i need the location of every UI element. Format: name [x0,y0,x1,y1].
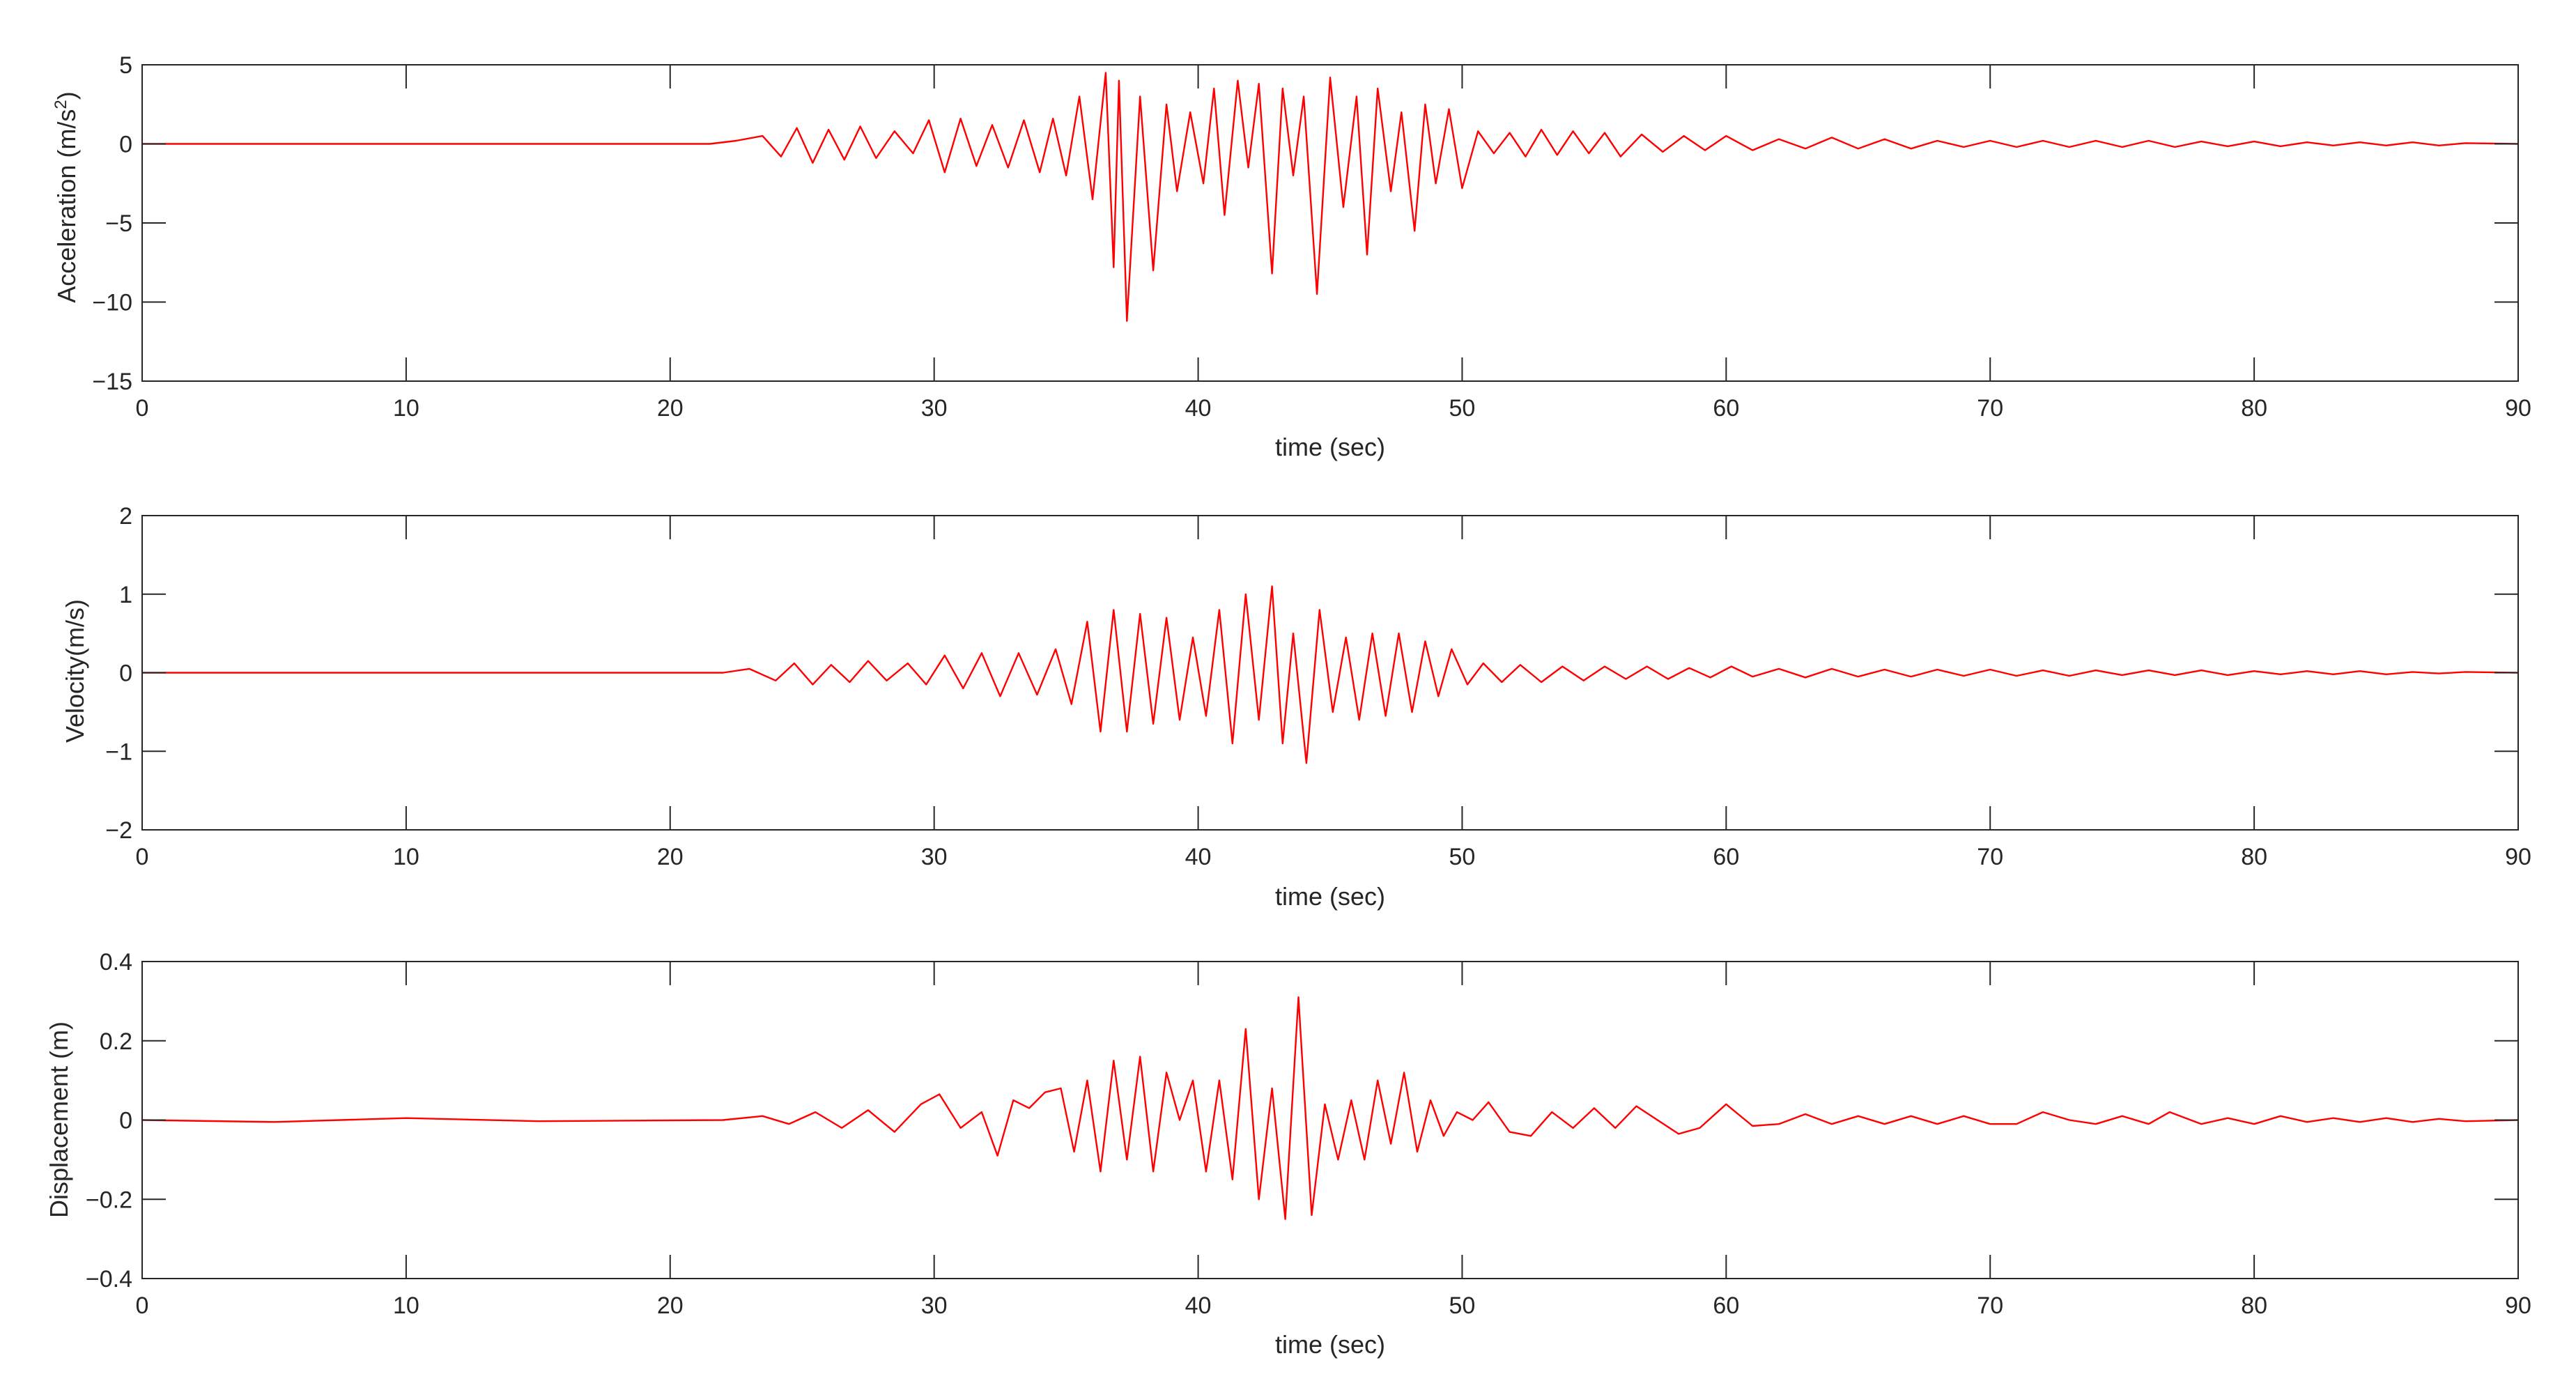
velocity-ytick-label: 2 [119,503,132,530]
displacement-ytick-label: −0.4 [86,1266,132,1292]
acceleration-ytick-label: −10 [92,290,132,316]
velocity-ylabel: Velocity(m/s) [61,599,89,743]
displacement-xtick-label: 0 [136,1292,149,1319]
displacement-xtick-label: 10 [393,1292,419,1319]
acceleration-xtick-label: 30 [921,395,948,422]
velocity-xtick-label: 20 [657,844,684,870]
displacement-ytick-label: 0.2 [100,1028,132,1055]
displacement-xtick-label: 60 [1713,1292,1739,1319]
acceleration-xtick-label: 80 [2241,395,2267,422]
acceleration-ytick-label: 0 [119,132,132,158]
acceleration-signal-line [142,72,2519,322]
acceleration-subplot: Acceleration (m/s2) time (sec) 0 10 20 30 40… [52,52,2531,461]
velocity-xtick-label: 80 [2241,844,2267,870]
displacement-xtick-label: 30 [921,1292,948,1319]
velocity-xlabel: time (sec) [1275,882,1385,911]
velocity-xtick-label: 10 [393,844,419,870]
acceleration-ytick-label: −5 [105,210,132,237]
displacement-xtick-label: 50 [1449,1292,1476,1319]
acceleration-ylabel: Acceleration (m/s2) [52,91,82,302]
acceleration-xtick-label: 50 [1449,395,1476,422]
acceleration-xtick-label: 60 [1713,395,1739,422]
acceleration-xtick-label: 90 [2505,395,2531,422]
velocity-subplot: Velocity(m/s) time (sec) 0 10 20 30 40 50 60 70… [61,503,2531,911]
acceleration-xtick-label: 70 [1977,395,2003,422]
displacement-xtick-label: 40 [1185,1292,1212,1319]
velocity-ytick-label: −2 [105,817,132,844]
velocity-xtick-label: 90 [2505,844,2531,870]
displacement-signal-line [141,996,2519,1220]
displacement-ytick-label: 0 [119,1108,132,1134]
acceleration-xtick-label: 20 [657,395,684,422]
displacement-xtick-label: 80 [2241,1292,2267,1319]
displacement-xtick-label: 70 [1977,1292,2003,1319]
acceleration-xtick-label: 10 [393,395,419,422]
displacement-xlabel: time (sec) [1275,1330,1385,1359]
displacement-xtick-label: 20 [657,1292,684,1319]
displacement-ylabel: Displacement (m) [45,1021,73,1218]
acceleration-plot-area [142,65,2518,381]
velocity-xtick-label: 40 [1185,844,1212,870]
velocity-signal-line [142,585,2519,764]
velocity-xtick-label: 70 [1977,844,2003,870]
acceleration-xlabel: time (sec) [1275,433,1385,461]
velocity-xtick-label: 30 [921,844,948,870]
velocity-xtick-label: 0 [136,844,149,870]
displacement-ytick-label: −0.2 [86,1187,132,1213]
displacement-subplot: Displacement (m) time (sec) 0 10 20 30 40 50 6… [45,949,2531,1359]
velocity-ytick-label: 1 [119,582,132,608]
velocity-xtick-label: 50 [1449,844,1476,870]
acceleration-xtick-label: 40 [1185,395,1212,422]
acceleration-ytick-label: 5 [119,52,132,79]
displacement-plot-area [142,962,2518,1279]
velocity-ytick-label: 0 [119,661,132,687]
velocity-ytick-label: −1 [105,739,132,765]
displacement-xtick-label: 90 [2505,1292,2531,1319]
acceleration-ytick-label: −15 [92,369,132,395]
velocity-xtick-label: 60 [1713,844,1739,870]
displacement-ytick-label: 0.4 [100,949,132,975]
acceleration-xtick-label: 0 [136,395,149,422]
